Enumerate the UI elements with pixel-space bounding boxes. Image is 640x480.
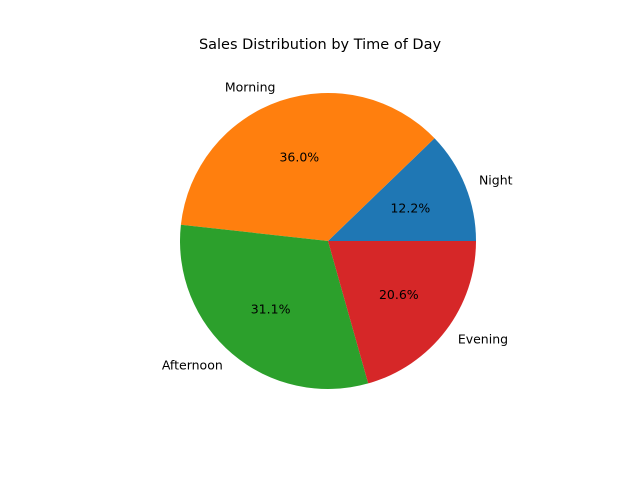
slice-label-evening: Evening: [458, 332, 508, 347]
percent-label-evening: 20.6%: [379, 287, 419, 302]
pie-slice-morning: [180, 93, 435, 241]
pie-labels: Night 12.2% Morning 36.0% Afternoon 31.1% Even…: [162, 79, 513, 372]
pie-slice-afternoon: [180, 224, 369, 389]
percent-label-afternoon: 31.1%: [251, 301, 291, 316]
slice-label-morning: Morning: [225, 79, 276, 94]
pie-slices: [180, 93, 476, 389]
chart-title: Sales Distribution by Time of Day: [199, 37, 442, 53]
percent-label-night: 12.2%: [390, 200, 430, 215]
slice-label-afternoon: Afternoon: [162, 358, 223, 373]
slice-label-night: Night: [479, 173, 513, 188]
pie-slice-evening: [328, 241, 476, 384]
percent-label-morning: 36.0%: [279, 149, 319, 164]
pie-slice-night: [328, 138, 476, 241]
